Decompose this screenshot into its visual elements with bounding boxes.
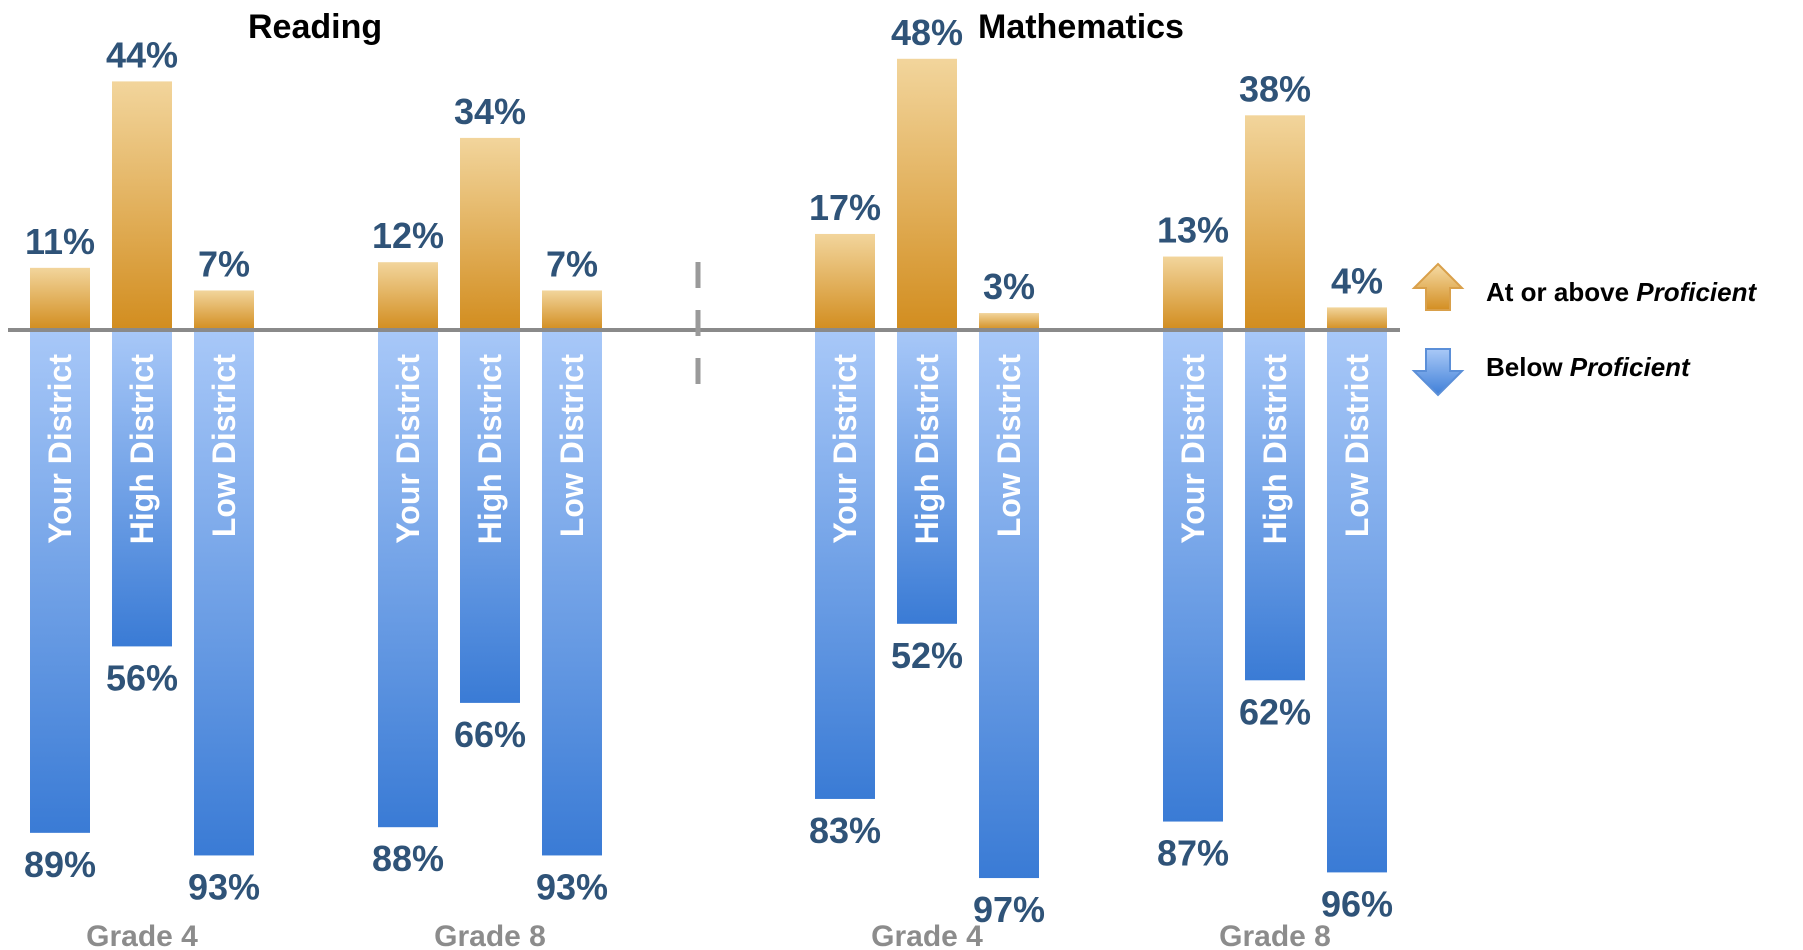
grade-label-reading-grade-8: Grade 8 bbox=[434, 920, 546, 950]
value-label-below-mathematics-grade-4-your-district: 83% bbox=[809, 810, 881, 851]
bar-below-reading-grade-4-your-district bbox=[30, 330, 90, 833]
bar-category-label-mathematics-grade-4-low-district: Low District bbox=[991, 354, 1027, 537]
text-layer: Reading 11% 89% Your District 44% 56% High Dis… bbox=[24, 8, 1393, 950]
bar-below-mathematics-grade-8-your-district bbox=[1163, 330, 1223, 822]
value-label-above-mathematics-grade-4-your-district: 17% bbox=[809, 187, 881, 228]
value-label-above-mathematics-grade-8-your-district: 13% bbox=[1157, 210, 1229, 251]
value-label-above-reading-grade-8-low-district: 7% bbox=[546, 243, 598, 284]
value-label-below-mathematics-grade-8-your-district: 87% bbox=[1157, 833, 1229, 874]
grade-label-mathematics-grade-8: Grade 8 bbox=[1219, 920, 1331, 950]
bar-above-reading-grade-8-your-district bbox=[378, 262, 438, 330]
value-label-above-mathematics-grade-4-low-district: 3% bbox=[983, 266, 1035, 307]
legend-label-1: At or above Proficient bbox=[1486, 277, 1757, 307]
grade-label-reading-grade-4: Grade 4 bbox=[86, 920, 198, 950]
bar-above-reading-grade-4-your-district bbox=[30, 267, 90, 330]
value-label-below-mathematics-grade-8-high-district: 62% bbox=[1239, 691, 1311, 732]
bar-above-mathematics-grade-8-high-district bbox=[1245, 115, 1305, 330]
bars-layer bbox=[30, 58, 1387, 879]
subject-title-mathematics: Mathematics bbox=[978, 8, 1184, 46]
value-label-below-reading-grade-8-low-district: 93% bbox=[536, 866, 608, 907]
legend: At or above Proficient Below Proficient bbox=[1411, 262, 1757, 397]
bar-above-reading-grade-4-high-district bbox=[112, 81, 172, 331]
bar-category-label-mathematics-grade-8-low-district: Low District bbox=[1339, 354, 1375, 537]
bar-below-reading-grade-8-your-district bbox=[378, 330, 438, 828]
bar-above-mathematics-grade-8-your-district bbox=[1163, 256, 1223, 330]
bar-above-reading-grade-4-low-district bbox=[194, 290, 254, 330]
bar-above-reading-grade-8-low-district bbox=[542, 290, 602, 330]
bar-below-mathematics-grade-8-high-district bbox=[1245, 330, 1305, 681]
value-label-above-reading-grade-8-high-district: 34% bbox=[454, 91, 526, 132]
bar-category-label-mathematics-grade-4-your-district: Your District bbox=[827, 354, 863, 544]
bar-category-label-reading-grade-8-low-district: Low District bbox=[554, 354, 590, 537]
bar-above-mathematics-grade-4-high-district bbox=[897, 58, 957, 331]
bar-below-mathematics-grade-4-low-district bbox=[979, 330, 1039, 879]
bar-category-label-mathematics-grade-4-high-district: High District bbox=[909, 354, 945, 545]
bar-above-mathematics-grade-4-your-district bbox=[815, 233, 875, 330]
value-label-below-reading-grade-8-high-district: 66% bbox=[454, 714, 526, 755]
bar-below-mathematics-grade-4-high-district bbox=[897, 330, 957, 624]
bar-category-label-reading-grade-8-your-district: Your District bbox=[390, 354, 426, 544]
legend-label-2: Below Proficient bbox=[1486, 352, 1691, 382]
bar-below-mathematics-grade-4-your-district bbox=[815, 330, 875, 799]
value-label-below-reading-grade-8-your-district: 88% bbox=[372, 838, 444, 879]
value-label-above-mathematics-grade-8-low-district: 4% bbox=[1331, 260, 1383, 301]
bar-category-label-reading-grade-4-low-district: Low District bbox=[206, 354, 242, 537]
bar-category-label-reading-grade-4-high-district: High District bbox=[124, 354, 160, 545]
value-label-below-mathematics-grade-8-low-district: 96% bbox=[1321, 883, 1393, 924]
value-label-above-reading-grade-8-your-district: 12% bbox=[372, 215, 444, 256]
value-label-below-reading-grade-4-low-district: 93% bbox=[188, 866, 260, 907]
value-label-above-reading-grade-4-low-district: 7% bbox=[198, 243, 250, 284]
grade-label-mathematics-grade-4: Grade 4 bbox=[871, 920, 983, 950]
value-label-above-reading-grade-4-high-district: 44% bbox=[106, 34, 178, 75]
bar-category-label-reading-grade-8-high-district: High District bbox=[472, 354, 508, 545]
bar-category-label-reading-grade-4-your-district: Your District bbox=[42, 354, 78, 544]
value-label-below-reading-grade-4-high-district: 56% bbox=[106, 657, 178, 698]
value-label-below-mathematics-grade-4-low-district: 97% bbox=[973, 889, 1045, 930]
arrow-down-icon bbox=[1411, 348, 1465, 397]
bar-above-reading-grade-8-high-district bbox=[460, 137, 520, 330]
value-label-above-mathematics-grade-4-high-district: 48% bbox=[891, 12, 963, 53]
value-label-below-reading-grade-4-your-district: 89% bbox=[24, 844, 96, 885]
bar-above-mathematics-grade-4-low-district bbox=[979, 313, 1039, 330]
bar-below-reading-grade-8-high-district bbox=[460, 330, 520, 703]
arrow-up-icon bbox=[1411, 262, 1465, 311]
value-label-above-mathematics-grade-8-high-district: 38% bbox=[1239, 68, 1311, 109]
bar-above-mathematics-grade-8-low-district bbox=[1327, 307, 1387, 330]
bar-category-label-mathematics-grade-8-your-district: Your District bbox=[1175, 354, 1211, 544]
subject-title-reading: Reading bbox=[248, 8, 382, 46]
value-label-above-reading-grade-4-your-district: 11% bbox=[25, 221, 95, 262]
bar-below-mathematics-grade-8-low-district bbox=[1327, 330, 1387, 873]
bar-below-reading-grade-4-high-district bbox=[112, 330, 172, 647]
bar-category-label-mathematics-grade-8-high-district: High District bbox=[1257, 354, 1293, 545]
bar-below-reading-grade-8-low-district bbox=[542, 330, 602, 856]
value-label-below-mathematics-grade-4-high-district: 52% bbox=[891, 635, 963, 676]
bar-below-reading-grade-4-low-district bbox=[194, 330, 254, 856]
